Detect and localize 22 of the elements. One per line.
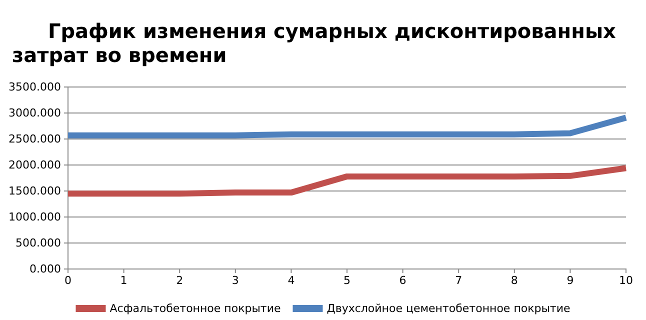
y-tick-label: 1500.000 [8, 184, 61, 198]
y-tick-label: 3000.000 [8, 106, 61, 120]
legend-label: Двухслойное цементобетонное покрытие [326, 302, 570, 315]
x-tick-label: 1 [120, 274, 128, 287]
x-tick-label: 10 [619, 274, 633, 287]
x-tick-label: 4 [288, 274, 295, 287]
x-tick-label: 6 [399, 274, 406, 287]
y-tick-label: 1000.000 [8, 210, 61, 224]
x-tick-label: 8 [510, 274, 518, 287]
x-tick-label: 0 [64, 274, 72, 287]
x-tick-label: 2 [176, 274, 184, 287]
x-tick-label: 3 [232, 274, 239, 287]
y-tick-label: 500.000 [16, 236, 61, 250]
legend-label: Асфальтобетонное покрытие [110, 302, 281, 315]
y-tick-label: 2000.000 [8, 158, 61, 172]
x-tick-label: 5 [344, 274, 350, 287]
y-tick-label: 2500.000 [8, 132, 61, 146]
chart-title: График изменения сумарных дисконтированных затрат во времени [12, 19, 616, 67]
y-tick-label: 3500.000 [8, 80, 61, 94]
x-tick-label: 7 [455, 274, 462, 287]
x-tick-label: 9 [566, 274, 574, 287]
y-tick-label: 0.000 [30, 262, 61, 276]
